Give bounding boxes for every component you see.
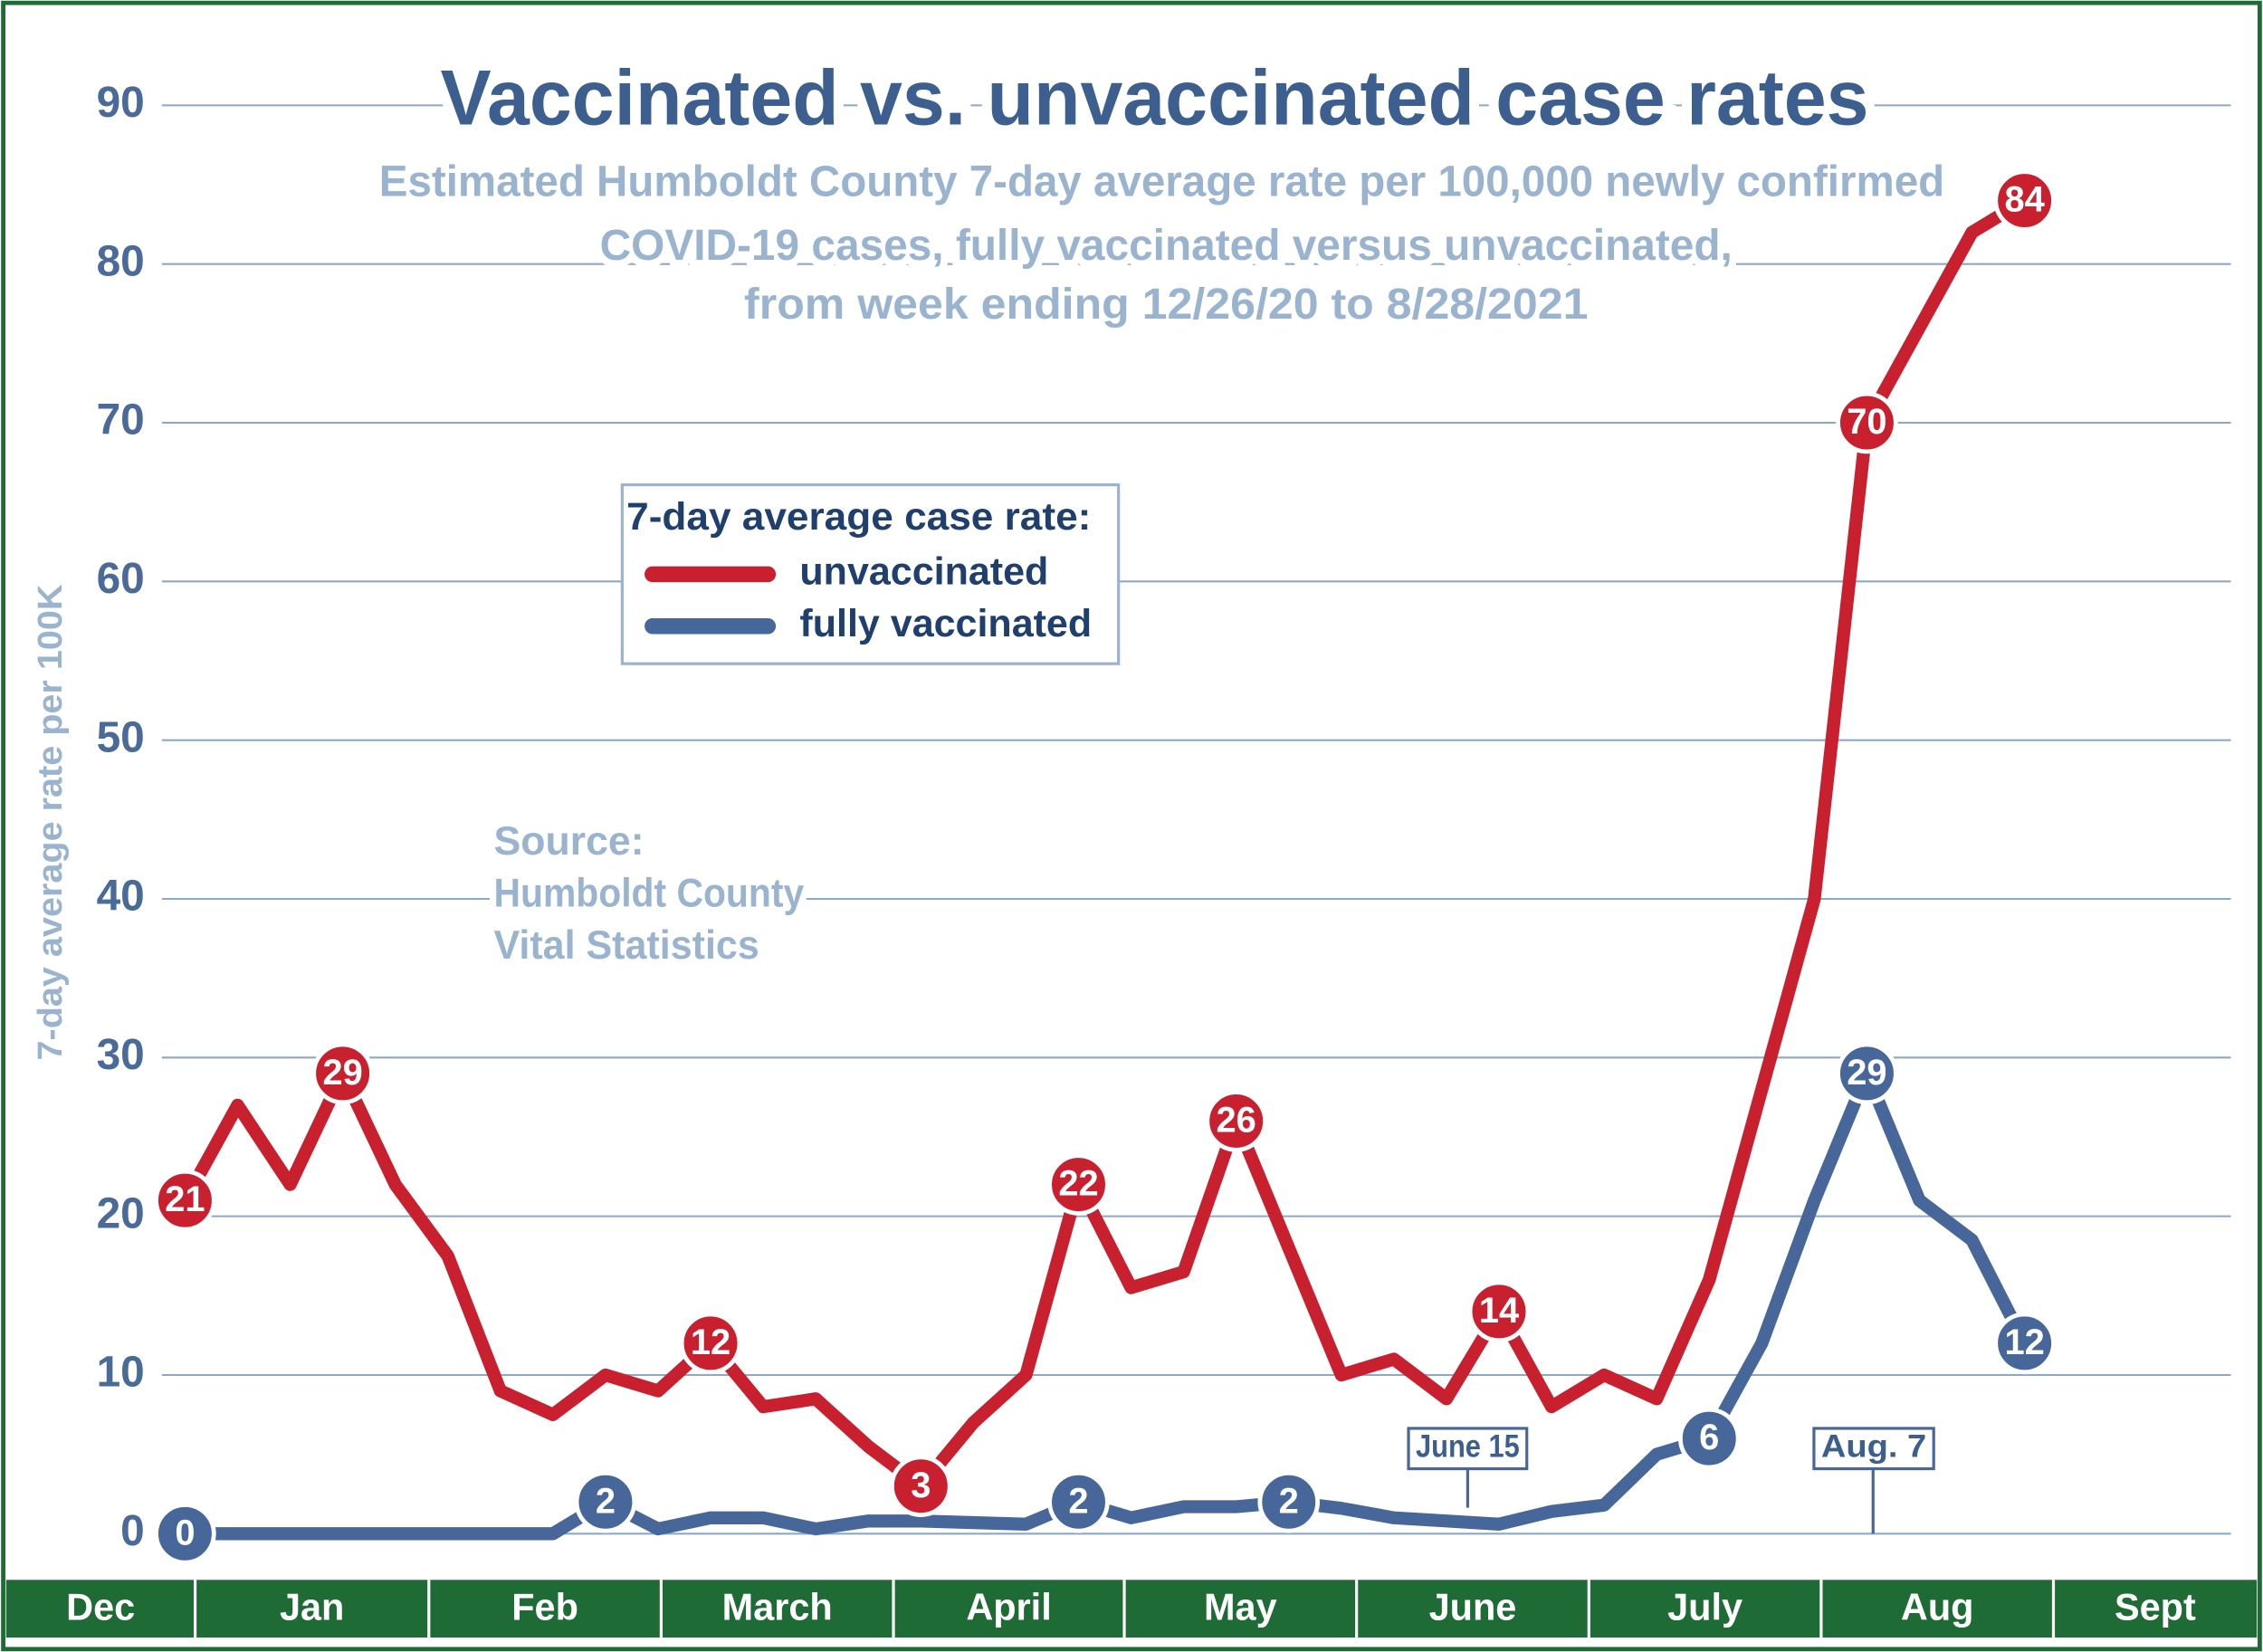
y-tick-label: 80	[97, 237, 145, 285]
legend-label: unvaccinated	[799, 550, 1048, 594]
data-label: 21	[165, 1179, 205, 1219]
annotation: Aug. 7	[1821, 1429, 1926, 1465]
subtitle: COVID-19 cases, fully vaccinated versus …	[600, 222, 1733, 270]
chart-title: Vaccinated vs. unvaccinated case rates	[441, 54, 1869, 141]
data-label: 6	[1699, 1418, 1719, 1457]
data-label: 14	[1479, 1291, 1519, 1331]
data-point	[311, 1042, 374, 1105]
data-label: 2	[1279, 1481, 1299, 1521]
subtitle: Estimated Humboldt County 7-day average …	[379, 158, 1944, 206]
data-point	[574, 1470, 637, 1533]
data-label: 3	[911, 1466, 931, 1505]
source: Vital Statistics	[494, 923, 759, 968]
x-tick-label: May	[1204, 1586, 1277, 1628]
data-label: 29	[322, 1053, 362, 1093]
data-label: 2	[596, 1481, 616, 1521]
y-tick-label: 90	[97, 79, 145, 127]
data-point	[154, 1169, 216, 1232]
x-tick-label: Feb	[511, 1586, 578, 1628]
x-tick-label: April	[966, 1586, 1051, 1628]
axis-bar	[5, 1580, 2258, 1638]
y-tick-label: 10	[97, 1349, 145, 1397]
data-point	[1993, 169, 2056, 232]
annotation: June 15	[1416, 1429, 1520, 1465]
source: Humboldt County	[494, 872, 805, 916]
annotation-box	[1407, 1427, 1529, 1471]
source: Source:	[494, 819, 645, 864]
x-tick-label: Sept	[2115, 1586, 2196, 1628]
data-label: 12	[691, 1323, 730, 1362]
data-point	[890, 1455, 952, 1517]
y-tick-label: 60	[97, 555, 145, 603]
y-tick-label: 30	[97, 1031, 145, 1079]
data-point	[1836, 1042, 1898, 1105]
legend-label: fully vaccinated	[799, 602, 1092, 645]
data-point	[1047, 1470, 1110, 1533]
data-point	[1836, 391, 1898, 454]
y-tick-label: 50	[97, 713, 145, 761]
data-point	[679, 1312, 742, 1375]
data-point	[1993, 1312, 2056, 1375]
y-tick-label: 40	[97, 873, 145, 921]
data-label: 29	[1847, 1053, 1886, 1093]
x-tick-label: March	[722, 1586, 833, 1628]
data-point	[1257, 1470, 1321, 1533]
x-tick-label: Dec	[66, 1586, 135, 1628]
data-point	[1677, 1407, 1741, 1470]
x-tick-label: Aug	[1901, 1586, 1974, 1628]
y-axis-label: 7-day average rate per 100K	[31, 584, 70, 1060]
data-point	[1205, 1090, 1267, 1152]
legend-title: 7-day average case rate:	[626, 495, 1091, 539]
data-label: 0	[175, 1513, 195, 1552]
data-point	[154, 1503, 216, 1565]
data-label: 22	[1058, 1164, 1098, 1204]
data-point	[1467, 1280, 1531, 1343]
data-point	[1047, 1153, 1110, 1216]
annotation-box	[1812, 1427, 1935, 1471]
x-tick-label: Jan	[280, 1586, 344, 1628]
y-tick-label: 20	[97, 1189, 145, 1237]
data-label: 84	[2004, 180, 2044, 220]
series-line	[178, 194, 2031, 1493]
x-tick-label: July	[1667, 1586, 1743, 1628]
data-label: 70	[1847, 402, 1886, 442]
subtitle: from week ending 12/26/20 to 8/28/2021	[744, 281, 1588, 329]
y-tick-label: 0	[120, 1507, 145, 1555]
data-label: 26	[1217, 1101, 1256, 1141]
x-axis-bar: Dec Jan Feb March April May June July Aug Sept	[5, 1580, 2258, 1638]
data-label: 12	[2004, 1323, 2044, 1362]
data-label: 2	[1068, 1481, 1088, 1521]
x-tick-label: June	[1429, 1586, 1517, 1628]
y-tick-label: 70	[97, 396, 145, 444]
